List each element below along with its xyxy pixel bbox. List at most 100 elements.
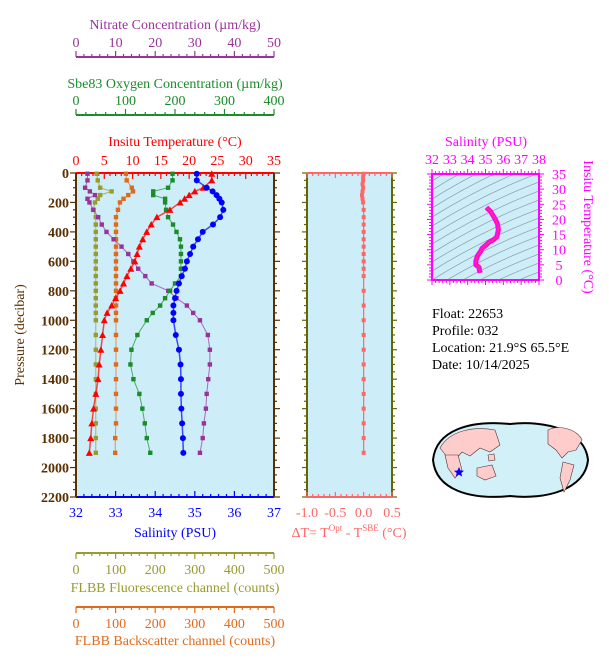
delta-t-point bbox=[361, 207, 366, 212]
delta-t-point bbox=[361, 237, 366, 242]
oxygen-point bbox=[174, 229, 179, 235]
delta-t-point bbox=[361, 288, 366, 293]
salinity-axis-tick-label: 35 bbox=[188, 506, 202, 521]
fluorescence-point bbox=[97, 192, 103, 198]
backscatter-point bbox=[113, 273, 119, 279]
delta-t-point bbox=[361, 303, 366, 308]
density-contour bbox=[432, 174, 495, 209]
nitrate-point bbox=[203, 406, 209, 411]
nitrate-point bbox=[143, 273, 148, 279]
nitrate-point bbox=[111, 237, 116, 242]
backscatter-point bbox=[113, 214, 119, 220]
delta-t-tick-label: 0.5 bbox=[383, 506, 401, 521]
land-australia bbox=[476, 464, 497, 481]
nitrate-point bbox=[197, 318, 203, 323]
salinity-point bbox=[180, 449, 187, 456]
salinity-point bbox=[209, 188, 216, 195]
salinity-point bbox=[177, 390, 184, 397]
pressure-axis-label: Pressure (decibar) bbox=[13, 284, 28, 386]
fluorescence-point bbox=[93, 266, 98, 271]
salinity-point bbox=[203, 184, 210, 191]
temperature-point bbox=[176, 198, 184, 206]
oxygen-axis-label: Sbe83 Oxygen Concentration (µm/kg) bbox=[67, 77, 283, 92]
nitrate-axis-label: Nitrate Concentration (µm/kg) bbox=[89, 18, 261, 33]
oxygen-point bbox=[162, 200, 168, 205]
salinity-point bbox=[220, 206, 227, 213]
salinity-axis-tick-label: 37 bbox=[267, 506, 281, 521]
fluorescence-point bbox=[109, 189, 114, 194]
delta-t-point bbox=[361, 178, 366, 183]
ts-temperature-label: Insitu Temperature (°C) bbox=[580, 160, 595, 294]
fluorescence-point bbox=[93, 332, 98, 338]
backscatter-axis-tick-label: 100 bbox=[105, 617, 126, 632]
oxygen-point bbox=[129, 347, 134, 352]
delta-t-point bbox=[361, 252, 366, 256]
density-contour bbox=[432, 226, 539, 280]
pressure-tick-label: 0 bbox=[62, 167, 69, 182]
pressure-tick-label: 200 bbox=[48, 196, 69, 211]
nitrate-point bbox=[82, 185, 88, 190]
oxygen-point bbox=[137, 391, 142, 397]
backscatter-point bbox=[115, 207, 121, 213]
density-contour bbox=[446, 235, 539, 280]
backscatter-point bbox=[113, 281, 119, 286]
backscatter-point bbox=[113, 310, 119, 316]
backscatter-point bbox=[124, 178, 129, 183]
fluorescence-point bbox=[93, 435, 98, 441]
nitrate-axis-tick-label: 10 bbox=[109, 36, 123, 51]
backscatter-point bbox=[113, 244, 119, 249]
fluorescence-axis-label: FLBB Fluorescence channel (counts) bbox=[71, 581, 280, 596]
temperature-axis-tick-label: 10 bbox=[126, 154, 140, 169]
temperature-point bbox=[90, 405, 98, 412]
oxygen-point bbox=[178, 259, 184, 264]
temperature-point bbox=[94, 375, 102, 383]
salinity-point bbox=[218, 199, 225, 206]
delta-t-plot-area bbox=[307, 173, 392, 497]
density-contour bbox=[432, 199, 539, 254]
temperature-point bbox=[97, 346, 105, 353]
salinity-point bbox=[170, 309, 177, 316]
backscatter-axis-tick-label: 500 bbox=[264, 617, 285, 632]
backscatter-point bbox=[129, 185, 135, 190]
oxygen-point bbox=[170, 222, 176, 227]
salinity-point bbox=[170, 302, 177, 309]
nitrate-point bbox=[87, 189, 93, 194]
oxygen-point bbox=[178, 244, 184, 249]
pressure-tick-label: 2000 bbox=[41, 462, 69, 477]
temperature-point bbox=[103, 309, 111, 316]
backscatter-axis-tick-label: 0 bbox=[73, 617, 80, 632]
land-north-america bbox=[547, 427, 583, 459]
fluorescence-point bbox=[93, 362, 98, 367]
salinity-point bbox=[175, 346, 182, 353]
pressure-tick-label: 400 bbox=[48, 226, 69, 241]
ts-salinity-label: Salinity (PSU) bbox=[445, 135, 527, 150]
salinity-point bbox=[177, 361, 184, 368]
temperature-axis-tick-label: 20 bbox=[182, 154, 196, 169]
nitrate-point bbox=[207, 347, 213, 352]
oxygen-point bbox=[162, 295, 168, 301]
profile-number: Profile: 032 bbox=[432, 324, 499, 339]
salinity-point bbox=[172, 295, 178, 302]
nitrate-point bbox=[87, 200, 92, 205]
nitrate-point bbox=[201, 421, 207, 426]
fluorescence-point bbox=[93, 229, 98, 235]
oxygen-point bbox=[170, 171, 175, 176]
temperature-point bbox=[166, 206, 174, 213]
temperature-axis-tick-label: 35 bbox=[267, 154, 281, 169]
fluorescence-axis-tick-label: 500 bbox=[264, 563, 285, 578]
backscatter-point bbox=[113, 237, 119, 242]
nitrate-point bbox=[95, 214, 101, 220]
nitrate-axis-tick-label: 40 bbox=[227, 36, 241, 51]
oxygen-point bbox=[151, 192, 156, 198]
salinity-point bbox=[194, 236, 201, 243]
salinity-axis-tick-label: 36 bbox=[227, 506, 241, 521]
salinity-axis-tick-label: 33 bbox=[109, 506, 123, 521]
density-contour bbox=[497, 262, 539, 280]
nitrate-point bbox=[119, 244, 124, 249]
backscatter-point bbox=[123, 171, 129, 176]
nitrate-point bbox=[92, 192, 98, 198]
temperature-point bbox=[120, 279, 128, 287]
temperature-point bbox=[87, 434, 95, 442]
nitrate-axis-tick-label: 50 bbox=[267, 36, 281, 51]
